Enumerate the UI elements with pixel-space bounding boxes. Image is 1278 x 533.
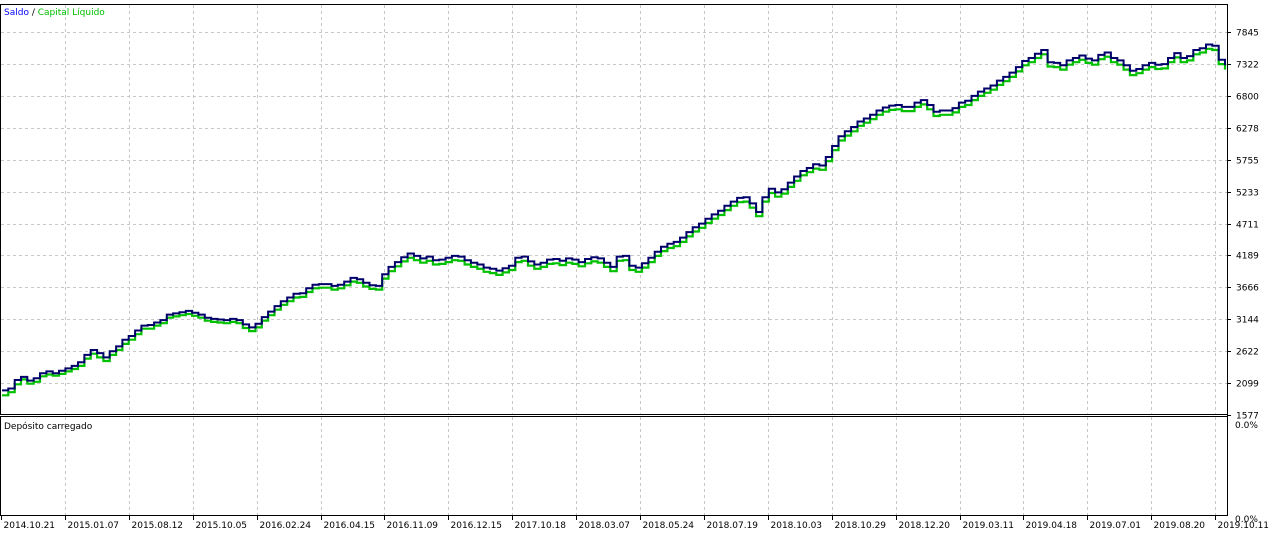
lower-panel-frame [0,416,1228,516]
x-tick-label: 2018.10.29 [835,521,887,531]
x-tick-label: 2016.11.09 [387,521,439,531]
legend-saldo: Saldo [4,8,29,18]
x-tick-label: 2015.01.07 [68,521,120,531]
main-panel-grid [1,5,1227,414]
x-axis: 2014.10.21 2015.01.07 2015.08.12 2015.10.05… [1,516,1270,531]
series-layer [2,43,1227,397]
y-tick-label: 7845 [1236,29,1259,39]
main-panel-frame [0,4,1228,415]
x-tick-label: 2019.08.20 [1154,521,1206,531]
y-tick-label: 4189 [1236,252,1259,262]
lower-panel-grid [65,417,1216,515]
series-saldo [2,43,1226,392]
legend: Saldo / Capital Líquido [4,8,105,18]
x-tick-label: 2018.03.07 [579,521,631,531]
lower-panel-label: Depósito carregado [4,421,93,432]
lower-panel-bottom-value: 0.0% [1235,515,1258,525]
y-tick-label: 6278 [1236,125,1259,135]
x-tick-label: 2018.10.03 [771,521,823,531]
x-tick-label: 2019.04.18 [1026,521,1078,531]
x-tick-label: 2018.05.24 [643,521,695,531]
x-tick-label: 2016.02.24 [260,521,312,531]
series-capital-liquido [2,47,1227,397]
legend-separator: / [29,8,38,18]
x-tick-label: 2017.10.18 [515,521,567,531]
y-tick-label: 5755 [1236,157,1259,167]
x-tick-label: 2018.07.19 [707,521,759,531]
y-tick-label: 7322 [1236,61,1259,71]
y-tick-label: 4711 [1236,221,1259,231]
y-tick-label: 5233 [1236,189,1259,199]
lower-panel-top-value: 0.0% [1235,421,1258,431]
x-tick-label: 2019.03.11 [963,521,1015,531]
y-axis: 7845 7322 6800 6278 5755 5233 4711 4189 3666 3144… [1227,29,1259,422]
y-tick-label: 3144 [1236,316,1259,326]
x-tick-label: 2018.12.20 [899,521,951,531]
x-tick-label: 2015.08.12 [132,521,184,531]
y-tick-label: 2622 [1236,348,1259,358]
x-tick-label: 2014.10.21 [4,521,56,531]
x-tick-label: 2016.12.15 [451,521,503,531]
x-tick-label: 2015.10.05 [196,521,248,531]
x-tick-label: 2019.10.11 [1218,521,1270,531]
legend-capital: Capital Líquido [38,8,106,18]
x-tick-label: 2019.07.01 [1090,521,1142,531]
y-tick-label: 2099 [1236,380,1259,390]
y-tick-label: 3666 [1236,284,1259,294]
y-tick-label: 6800 [1236,93,1259,103]
y-tick-label: 1577 [1236,412,1259,422]
x-tick-label: 2016.04.15 [324,521,376,531]
